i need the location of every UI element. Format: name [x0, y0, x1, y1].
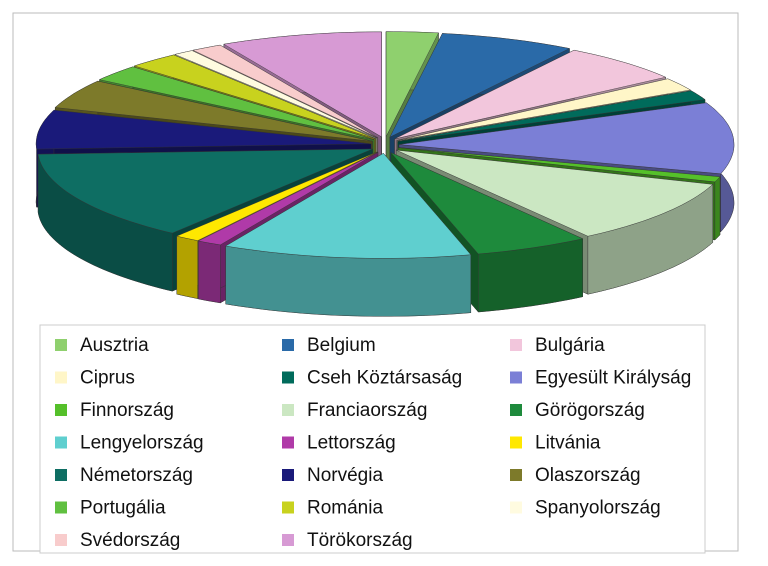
slice-top: [385, 31, 439, 137]
legend-swatch: [282, 404, 294, 416]
slice-top: [35, 109, 372, 150]
legend-label: Spanyolország: [535, 498, 661, 519]
legend-swatch: [282, 469, 294, 481]
slice-top: [398, 102, 735, 175]
legend-box: [39, 324, 706, 554]
slice-rim: [176, 235, 198, 299]
legend-label: Cseh Köztársaság: [307, 368, 462, 389]
legend-label: Bulgária: [535, 335, 605, 356]
legend-label: Egyesült Királyság: [535, 368, 691, 389]
legend-swatch: [282, 436, 294, 449]
slice-top: [390, 152, 584, 255]
slice-top: [396, 78, 692, 141]
legend-label: Portugália: [80, 498, 166, 519]
slice-top: [133, 54, 376, 139]
slice-top: [176, 151, 378, 241]
legend-swatch: [282, 339, 294, 351]
slice-top: [397, 90, 706, 142]
legend-swatch: [282, 371, 294, 384]
legend-swatch: [510, 371, 522, 384]
slice-rim: [714, 176, 721, 241]
legend-label: Ausztria: [80, 335, 149, 356]
legend-swatch: [510, 339, 522, 351]
slice-top: [98, 66, 375, 140]
slice-top: [37, 148, 373, 234]
slice-top: [398, 147, 721, 183]
slice-top: [396, 149, 714, 237]
legend-swatch: [282, 501, 294, 514]
legend-swatch: [55, 534, 67, 546]
slice-top: [225, 153, 472, 259]
legend-swatch: [55, 339, 67, 351]
legend-label: Svédország: [80, 530, 180, 551]
legend-label: Olaszország: [535, 465, 641, 486]
legend-swatch: [282, 534, 294, 546]
slice-top: [174, 50, 377, 139]
legend-swatch: [55, 371, 67, 384]
legend-label: Finnország: [80, 400, 174, 421]
legend-label: Görögország: [535, 400, 645, 421]
slice-top: [223, 31, 382, 138]
legend-label: Németország: [80, 465, 193, 486]
slice-rim: [198, 240, 221, 304]
legend-swatch: [510, 436, 522, 449]
slice-top: [394, 49, 667, 140]
legend-swatch: [55, 404, 67, 416]
legend-swatch: [510, 404, 522, 416]
legend-swatch: [55, 469, 67, 481]
legend-label: Ciprus: [80, 368, 135, 389]
legend-swatch: [510, 469, 522, 481]
legend-label: Lettország: [307, 433, 396, 454]
slice-top: [192, 44, 378, 138]
legend-label: Belgium: [307, 335, 376, 356]
legend-label: Románia: [307, 498, 383, 519]
legend-label: Norvégia: [307, 465, 383, 486]
legend-swatch: [510, 501, 522, 514]
slice-top: [197, 152, 379, 246]
slice: [225, 152, 472, 317]
legend-label: Lengyelország: [80, 433, 204, 454]
legend-swatch: [55, 436, 67, 449]
legend-label: Litvánia: [535, 433, 601, 454]
legend-swatch: [55, 501, 67, 514]
legend-label: Törökország: [307, 530, 413, 551]
legend-label: Franciaország: [307, 400, 427, 421]
slice-top: [389, 33, 571, 138]
slice-top: [54, 80, 373, 142]
